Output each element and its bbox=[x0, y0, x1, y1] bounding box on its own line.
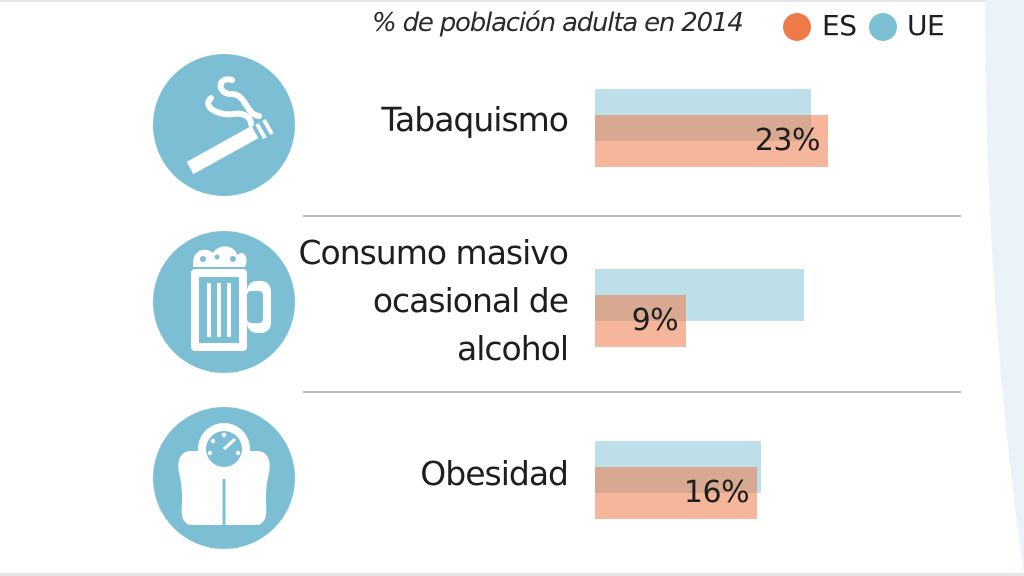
bar-es-tabaquismo bbox=[595, 115, 828, 167]
legend-title: % de población adulta en 2014 bbox=[372, 8, 744, 38]
bar-es-alcohol bbox=[595, 295, 687, 347]
frame-top-border bbox=[0, 0, 1024, 2]
bar-es-obesidad bbox=[595, 467, 758, 519]
legend-ue-label: UE bbox=[907, 9, 945, 42]
value-label-obesidad: 16% bbox=[683, 475, 750, 510]
weighing-scale-icon bbox=[153, 407, 295, 549]
value-label-tabaquismo: 23% bbox=[754, 123, 821, 158]
legend-es-label: ES bbox=[822, 9, 857, 42]
category-label-line: Obesidad bbox=[420, 454, 569, 493]
category-label-obesidad: Obesidad bbox=[420, 450, 569, 498]
category-label-line: Tabaquismo bbox=[381, 100, 569, 139]
category-label-line: Consumo masivo bbox=[298, 233, 569, 272]
category-label-line: ocasional de bbox=[372, 281, 569, 320]
divider-line bbox=[303, 391, 961, 393]
cigarette-icon bbox=[153, 54, 295, 196]
legend-ue-dot bbox=[869, 13, 897, 41]
frame-bottom-border bbox=[0, 573, 1024, 576]
divider-line bbox=[303, 215, 961, 217]
category-label-tabaquismo: Tabaquismo bbox=[381, 96, 569, 144]
category-label-line: alcohol bbox=[457, 329, 569, 368]
beer-mug-icon bbox=[153, 231, 295, 373]
value-label-alcohol: 9% bbox=[631, 303, 679, 338]
category-label-alcohol: Consumo masivo ocasional de alcohol bbox=[298, 229, 569, 373]
legend-es-dot bbox=[783, 13, 811, 41]
